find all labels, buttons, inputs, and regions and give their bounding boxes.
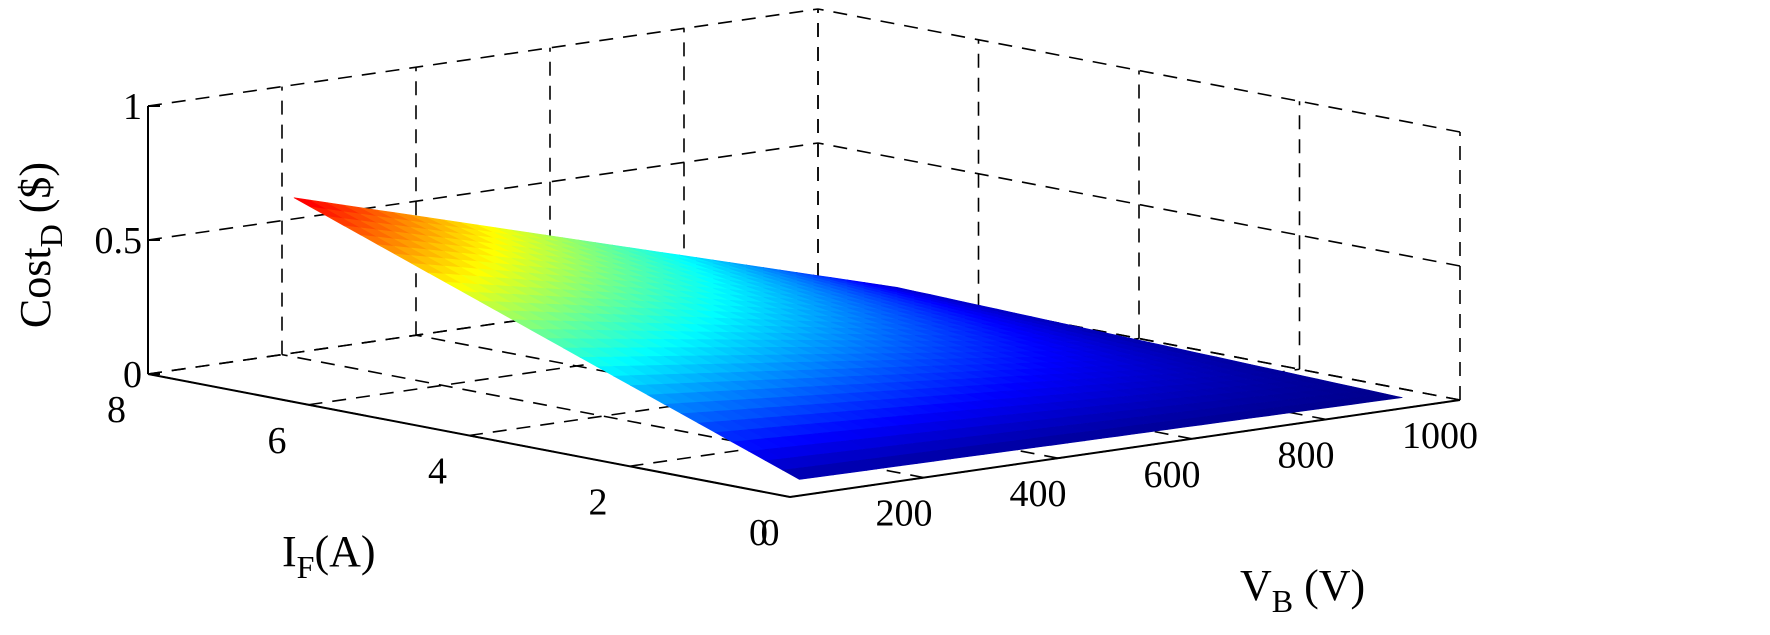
grid-line	[817, 276, 1461, 401]
x-tick-label: 800	[1278, 434, 1335, 476]
y-tick-label: 4	[428, 451, 447, 493]
x-tick-label: 200	[876, 493, 933, 535]
surface-plot	[293, 197, 1403, 480]
axes-box	[147, 105, 1461, 498]
grid-line	[817, 142, 1461, 267]
y-tick-label: 6	[268, 420, 287, 462]
x-tick-label: 1000	[1402, 415, 1478, 457]
y-tick-label: 8	[107, 389, 126, 431]
y-axis-label: IF(A)	[282, 527, 376, 585]
x-tick-label: 600	[1144, 454, 1201, 496]
x-tick-label: 0	[761, 512, 780, 554]
grid-line	[147, 142, 819, 241]
x-tick-label: 400	[1010, 473, 1067, 515]
grid-line	[147, 8, 819, 107]
grid-line	[817, 8, 1461, 133]
z-axis-label: CostD ($)	[11, 162, 69, 328]
y-tick-label: 0	[749, 512, 768, 554]
z-tick-label: 1	[123, 86, 142, 128]
x-axis-label: VB (V)	[1240, 561, 1365, 619]
z-tick-label: 0	[123, 354, 142, 396]
surface-patch	[1368, 393, 1403, 401]
y-axis-line	[147, 373, 791, 498]
x-axis-line	[789, 399, 1461, 498]
z-tick-label: 0.5	[95, 220, 143, 262]
y-tick-label: 2	[589, 481, 608, 523]
